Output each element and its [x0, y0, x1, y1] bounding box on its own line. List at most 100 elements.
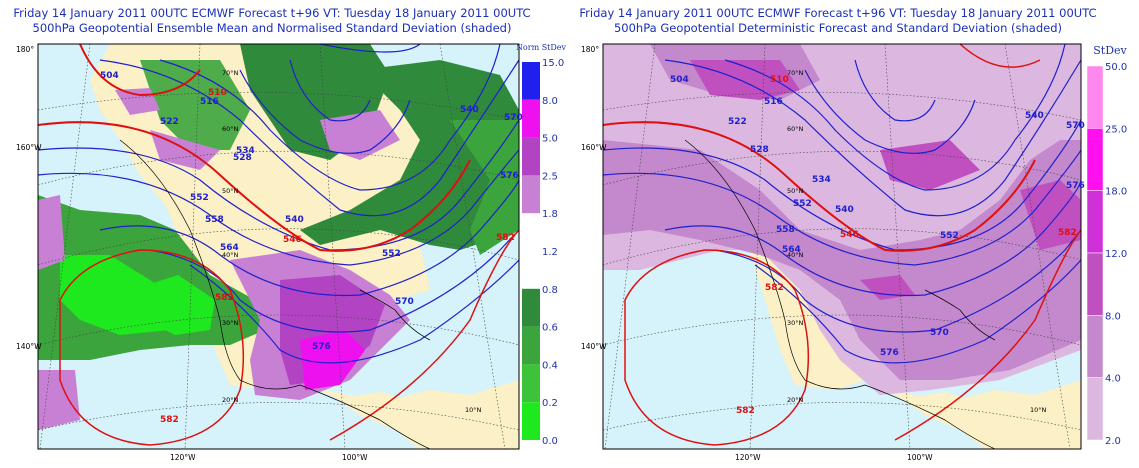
- contour-label: 558: [776, 225, 795, 235]
- right-colorbar-swatch: [1086, 252, 1104, 316]
- latitude-label: 10°N: [1030, 406, 1047, 414]
- right-colorbar-swatch: [1086, 315, 1104, 378]
- central-america-land: [300, 380, 519, 449]
- contour-label: 540: [1025, 111, 1044, 121]
- left-map: [38, 44, 519, 449]
- latitude-label: 10°N: [465, 406, 482, 414]
- left-title-line1: Friday 14 January 2011 00UTC ECMWF Forec…: [13, 6, 531, 20]
- contour-label: 552: [382, 249, 401, 259]
- latitude-label: 20°N: [787, 396, 804, 404]
- contour-label: 582: [1058, 228, 1077, 238]
- contour-label: 510: [770, 75, 789, 85]
- left-colorbar-tick: 1.2: [542, 247, 558, 258]
- right-colorbar-tick: 2.0: [1105, 436, 1121, 447]
- contour-label: 516: [200, 97, 219, 107]
- contour-label: 522: [160, 117, 179, 127]
- coastline: [119, 139, 431, 449]
- left-colorbar-swatch: [522, 137, 540, 176]
- latitude-label: 30°N: [787, 319, 804, 327]
- left-colorbar-tick: 0.6: [542, 323, 558, 334]
- latitude-label: 50°N: [222, 187, 239, 195]
- highlight-contours: [38, 44, 519, 446]
- left-title-line2: 500hPa Geopotential Ensemble Mean and No…: [32, 21, 512, 35]
- contour-label: 582: [496, 233, 515, 243]
- contour-label: 564: [220, 243, 239, 253]
- latitude-label: 60°N: [222, 125, 239, 133]
- bottom-longitude-label: 120°W: [170, 453, 196, 462]
- left-colorbar: Norm StDev 15.0 8.0 5.0 2.5 1.8 1.2 0.8 0.6 0.4 0.…: [516, 43, 567, 447]
- contour-label: 534: [236, 146, 255, 156]
- latitude-label: 20°N: [222, 396, 239, 404]
- latitude-label: 40°N: [222, 251, 239, 259]
- contour-label: 564: [782, 245, 801, 255]
- latitude-label: 30°N: [222, 319, 239, 327]
- left-colorbar-swatch: [522, 62, 540, 100]
- left-colorbar-tick: 0.0: [542, 436, 558, 447]
- contour-label: 558: [205, 215, 224, 225]
- contour-label: 540: [285, 215, 304, 225]
- contour-label: 576: [1066, 181, 1085, 191]
- left-colorbar-swatch: [522, 402, 540, 440]
- contour-label: 570: [504, 113, 523, 123]
- latitude-label: 50°N: [787, 187, 804, 195]
- right-colorbar-tick: 8.0: [1105, 311, 1121, 322]
- contour-label: 576: [500, 171, 519, 181]
- edge-longitude-label: 140°W: [16, 342, 42, 351]
- contour-label: 552: [940, 231, 959, 241]
- height-contours: [38, 44, 519, 364]
- contour-label: 570: [930, 328, 949, 338]
- contour-label: 516: [764, 97, 783, 107]
- right-colorbar-swatch: [1086, 190, 1104, 254]
- edge-longitude-label: 180°: [581, 45, 599, 54]
- right-colorbar-tick: 18.0: [1105, 187, 1127, 198]
- edge-longitude-label: 160°W: [16, 143, 42, 152]
- contour-label: 546: [840, 230, 859, 240]
- left-colorbar-swatch: [522, 364, 540, 403]
- right-title-line1: Friday 14 January 2011 00UTC ECMWF Forec…: [579, 6, 1097, 20]
- contour-label: 552: [190, 193, 209, 203]
- right-colorbar-tick: 4.0: [1105, 374, 1121, 385]
- left-colorbar-swatch: [522, 175, 540, 214]
- left-colorbar-tick: 0.4: [542, 360, 558, 371]
- edge-longitude-label: 180°: [16, 45, 34, 54]
- left-colorbar-swatch: [522, 99, 540, 138]
- latitude-label: 40°N: [787, 251, 804, 259]
- left-colorbar-tick: 8.0: [542, 96, 558, 107]
- bottom-longitude-label: 100°W: [342, 453, 368, 462]
- right-title-line2: 500hPa Geopotential Deterministic Foreca…: [613, 21, 1062, 35]
- contour-label: 528: [233, 153, 252, 163]
- graticule: [38, 44, 519, 449]
- contour-label: 522: [728, 117, 747, 127]
- right-colorbar: StDev 50.0 25.0 18.0 12.0 8.0 4.0 2.0: [1086, 44, 1128, 447]
- contour-label: 570: [1066, 121, 1085, 131]
- left-colorbar-swatch: [522, 288, 540, 327]
- latitude-label: 70°N: [787, 69, 804, 77]
- right-colorbar-tick: 25.0: [1105, 124, 1127, 135]
- right-panel-title: Friday 14 January 2011 00UTC ECMWF Forec…: [578, 6, 1098, 36]
- latitude-label: 70°N: [222, 69, 239, 77]
- right-colorbar-swatch: [1086, 128, 1104, 191]
- contour-label: 546: [283, 235, 302, 245]
- contour-label: 540: [460, 105, 479, 115]
- bottom-longitude-label: 100°W: [907, 453, 933, 462]
- contour-label: 504: [670, 75, 689, 85]
- right-colorbar-swatch: [1086, 377, 1104, 441]
- contour-label: 552: [793, 199, 812, 209]
- left-colorbar-tick: 5.0: [542, 134, 558, 145]
- contour-label: 534: [812, 175, 831, 185]
- left-colorbar-tick: 15.0: [542, 58, 564, 69]
- left-colorbar-swatch: [522, 326, 540, 365]
- left-colorbar-title: Norm StDev: [516, 43, 567, 52]
- contour-label: 582: [765, 283, 784, 293]
- contour-label: 582: [215, 293, 234, 303]
- left-panel-title: Friday 14 January 2011 00UTC ECMWF Forec…: [12, 6, 532, 36]
- right-colorbar-tick: 12.0: [1105, 249, 1127, 260]
- contour-label: 570: [395, 297, 414, 307]
- contour-label: 528: [750, 145, 769, 155]
- axis-labels: 180° 160°W 140°W 180° 160°W 140°W 120°W 100°W 12…: [16, 45, 1047, 462]
- edge-longitude-label: 140°W: [581, 342, 607, 351]
- left-colorbar-tick: 0.8: [542, 285, 558, 296]
- right-colorbar-swatch: [1086, 65, 1104, 129]
- contour-label: 540: [835, 205, 854, 215]
